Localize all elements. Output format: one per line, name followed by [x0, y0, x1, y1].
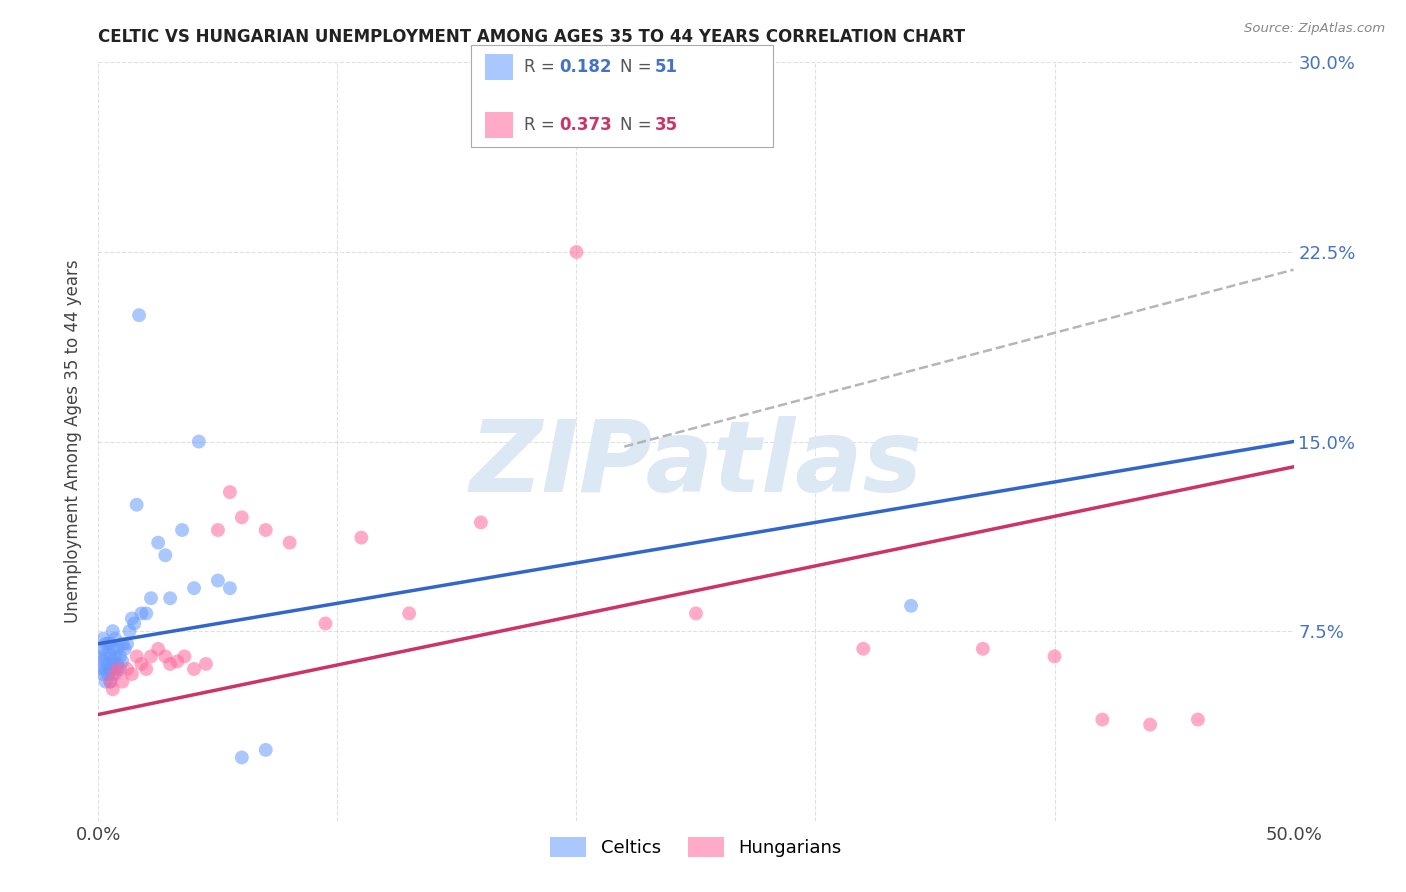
Point: [131, 607, 153, 621]
Text: R =: R =: [524, 58, 561, 76]
Point: [91, 667, 114, 681]
Point: [115, 662, 138, 676]
Point: [254, 743, 277, 757]
Point: [94, 649, 117, 664]
Point: [101, 624, 124, 639]
Point: [852, 641, 875, 656]
Text: ZIPatlas: ZIPatlas: [470, 416, 922, 513]
Point: [219, 485, 242, 500]
Point: [124, 616, 146, 631]
Point: [1091, 713, 1114, 727]
Point: [219, 581, 242, 595]
Text: Source: ZipAtlas.com: Source: ZipAtlas.com: [1244, 22, 1385, 36]
Point: [159, 591, 181, 606]
Point: [111, 637, 134, 651]
Point: [115, 637, 138, 651]
Point: [104, 662, 127, 676]
Point: [118, 624, 141, 639]
Point: [398, 607, 420, 621]
Point: [207, 574, 229, 588]
Text: 0.182: 0.182: [560, 58, 612, 76]
Point: [470, 516, 492, 530]
Point: [104, 649, 127, 664]
Point: [135, 662, 157, 676]
Point: [108, 649, 131, 664]
Point: [91, 641, 114, 656]
Point: [135, 607, 157, 621]
Point: [155, 548, 177, 563]
Point: [94, 674, 117, 689]
Point: [900, 599, 922, 613]
Point: [104, 632, 127, 646]
Point: [98, 637, 122, 651]
Point: [183, 581, 205, 595]
Point: [972, 641, 994, 656]
Point: [565, 244, 588, 259]
Point: [231, 750, 253, 764]
Point: [278, 535, 301, 549]
Legend: Celtics, Hungarians: Celtics, Hungarians: [543, 830, 849, 864]
Point: [155, 649, 177, 664]
Point: [254, 523, 277, 537]
Y-axis label: Unemployment Among Ages 35 to 44 years: Unemployment Among Ages 35 to 44 years: [65, 260, 83, 624]
Point: [1043, 649, 1066, 664]
Point: [90, 649, 112, 664]
Point: [101, 655, 124, 669]
Point: [101, 641, 124, 656]
Point: [195, 657, 218, 671]
Point: [207, 523, 229, 537]
Point: [128, 308, 150, 322]
Point: [172, 523, 194, 537]
Point: [98, 674, 122, 689]
Point: [125, 649, 148, 664]
Point: [1139, 717, 1161, 731]
Point: [131, 657, 153, 671]
Point: [91, 655, 114, 669]
Point: [97, 637, 120, 651]
Point: [98, 649, 122, 664]
Text: 51: 51: [655, 58, 678, 76]
Text: N =: N =: [620, 116, 657, 134]
Point: [90, 662, 112, 676]
Point: [173, 649, 195, 664]
Point: [1187, 713, 1209, 727]
Point: [350, 531, 373, 545]
Point: [98, 662, 122, 676]
Point: [166, 655, 188, 669]
Point: [187, 434, 209, 449]
Point: [97, 657, 120, 671]
Point: [94, 637, 117, 651]
Point: [159, 657, 181, 671]
Point: [111, 655, 134, 669]
Point: [121, 667, 143, 681]
Point: [139, 649, 162, 664]
Point: [685, 607, 707, 621]
Point: [98, 674, 122, 689]
Point: [315, 616, 337, 631]
Point: [139, 591, 162, 606]
Text: R =: R =: [524, 116, 561, 134]
Point: [183, 662, 205, 676]
Point: [148, 641, 170, 656]
Point: [114, 641, 136, 656]
Text: N =: N =: [620, 58, 657, 76]
Point: [94, 662, 117, 676]
Point: [104, 667, 127, 681]
Point: [107, 641, 129, 656]
Point: [111, 674, 134, 689]
Point: [107, 657, 129, 671]
Point: [91, 632, 114, 646]
Point: [107, 662, 129, 676]
Text: 35: 35: [655, 116, 678, 134]
Point: [101, 682, 124, 697]
Point: [121, 611, 143, 625]
Point: [101, 667, 124, 681]
Point: [148, 535, 170, 549]
Point: [108, 662, 131, 676]
Point: [231, 510, 253, 524]
Text: CELTIC VS HUNGARIAN UNEMPLOYMENT AMONG AGES 35 TO 44 YEARS CORRELATION CHART: CELTIC VS HUNGARIAN UNEMPLOYMENT AMONG A…: [98, 28, 966, 45]
Point: [125, 498, 148, 512]
Text: 0.373: 0.373: [560, 116, 613, 134]
Point: [97, 667, 120, 681]
